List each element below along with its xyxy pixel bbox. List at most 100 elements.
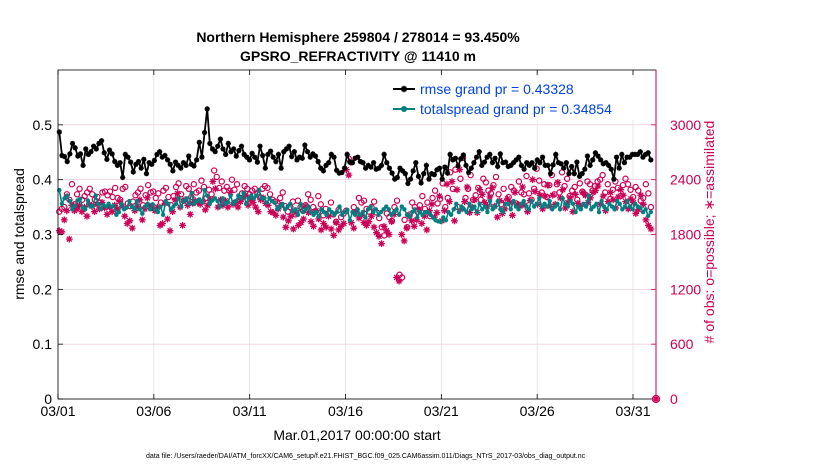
totalspread-point [480,207,485,212]
rmse-point [537,160,543,166]
rmse-point [172,159,179,165]
obs-assimilated-marker [159,220,166,227]
totalspread-point [134,198,140,204]
totalspread-point [179,204,184,209]
obs-assimilated-marker [166,227,174,235]
legend-rmse-label: rmse grand pr = 0.43328 [420,81,574,97]
rmse-point [558,161,564,167]
rmse-point [278,165,284,171]
rmse-point [297,154,303,160]
totalspread-point [127,198,132,204]
obs-assimilated-marker [393,274,400,281]
obs-assimilated-marker [179,222,186,229]
y2-tick-label: 0 [670,391,678,407]
x-tick-label: 03/26 [520,403,555,419]
obs-assimilated-marker [599,192,607,200]
obs-possible-marker [144,181,152,189]
rmse-point [318,165,324,171]
totalspread-point [441,215,446,220]
rmse-point [360,160,366,166]
rmse-point [106,147,113,153]
totalspread-point [456,209,462,215]
totalspread-point [609,204,615,209]
totalspread-point [542,201,547,206]
rmse-point [627,154,633,160]
totalspread-point [295,212,301,217]
rmse-point [466,169,472,176]
obs-assimilated-marker [584,199,592,206]
rmse-point [336,170,342,176]
rmse-point [67,151,73,157]
rmse-point [194,157,200,163]
totalspread-point [409,209,415,215]
obs-assimilated-marker [103,211,111,218]
rmse-point [460,152,466,158]
rmse-point [244,154,250,160]
totalspread-point [472,204,477,209]
obs-possible-marker [155,190,162,197]
obs-assimilated-marker [363,222,370,229]
obs-assimilated-marker [607,189,614,196]
totalspread-point [373,207,379,212]
obs-assimilated-marker [604,198,612,205]
obs-possible-marker [61,203,68,211]
obs-assimilated-marker [320,220,327,227]
obs-assimilated-marker [91,208,98,216]
totalspread-point [262,196,267,201]
obs-possible-marker [409,199,416,206]
totalspread-point [350,209,355,215]
obs-possible-marker [195,187,203,194]
rmse-point [518,162,524,168]
totalspread-point [438,219,443,225]
rmse-point [587,162,593,168]
rmse-point [524,160,530,166]
rmse-point [114,162,120,168]
axes: 03/01 03/06 03/11 03/16 03/21 03/26 03/31 0 0.1 0… [33,70,701,419]
totalspread-point [339,212,345,217]
obs-assimilated-marker [476,186,484,194]
rmse-point [93,146,99,152]
obs-assimilated-marker [478,190,486,198]
rmse-point [579,171,585,177]
rmse-point [265,151,271,157]
y2-tick-label: 600 [670,336,694,352]
totalspread-point [313,209,319,215]
rmse-point [407,176,414,182]
totalspread-point [67,198,72,204]
rmse-point [204,106,210,112]
totalspread-point [93,193,98,198]
obs-assimilated-marker [546,202,554,210]
obs-assimilated-marker [566,194,574,202]
obs-assimilated-marker [138,216,146,224]
obs-assimilated-marker [108,208,116,216]
rmse-point [463,162,469,168]
obs-assimilated-marker [539,205,546,213]
rmse-point [561,165,567,171]
obs-assimilated-marker [448,178,456,185]
totalspread-point [62,196,67,201]
rmse-point [246,157,253,163]
obs-assimilated-marker [413,216,421,224]
rmse-point [125,154,131,160]
totalspread-point [428,212,433,217]
obs-assimilated-marker [136,196,144,204]
rmse-point [334,167,340,173]
totalspread-point [495,198,500,204]
totalspread-point [420,212,425,217]
obs-possible-marker [525,190,533,197]
obs-possible-marker [137,185,144,193]
rmse-point [590,157,596,163]
x-tick-label: 03/31 [615,403,650,419]
rmse-point [550,162,556,168]
y-tick-label: 0.1 [33,336,53,352]
totalspread-point [500,209,506,215]
obs-possible-marker [642,181,650,188]
rmse-point [355,154,361,160]
obs-assimilated-marker [511,189,519,196]
rmse-point [339,169,345,176]
obs-assimilated-marker [509,211,516,219]
totalspread-point [573,209,578,215]
totalspread-point [72,203,78,209]
obs-possible-marker [355,194,363,202]
totalspread-point [163,198,168,204]
